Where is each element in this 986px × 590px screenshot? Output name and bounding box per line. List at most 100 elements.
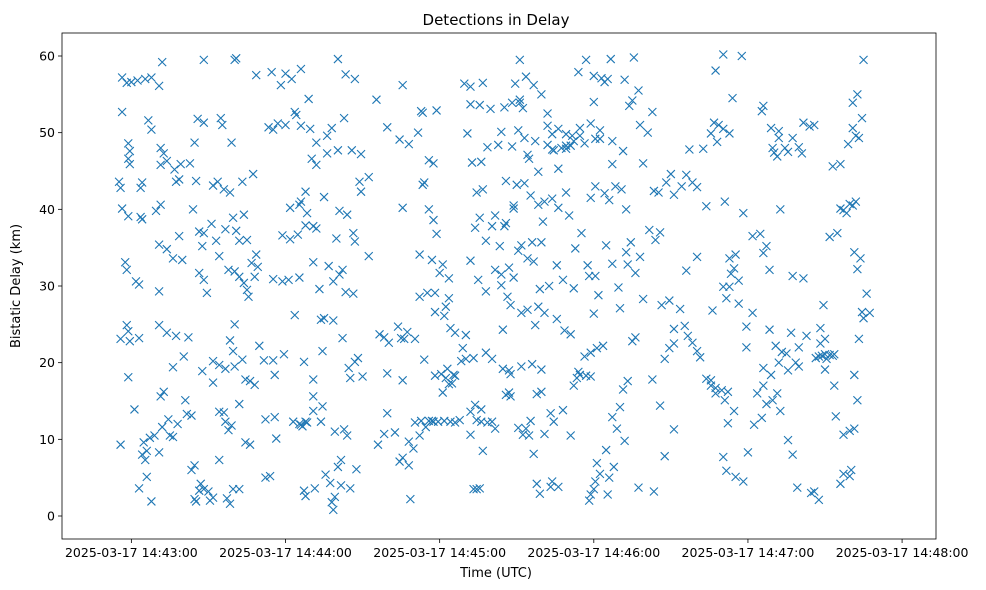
data-point xyxy=(154,447,164,457)
data-point xyxy=(133,76,142,85)
data-point xyxy=(214,251,224,261)
data-point xyxy=(583,260,593,270)
data-point xyxy=(191,497,201,506)
data-point xyxy=(546,408,556,418)
data-point xyxy=(281,120,290,130)
data-point xyxy=(194,486,204,496)
data-point xyxy=(839,430,848,440)
data-point xyxy=(242,235,252,245)
data-point xyxy=(459,79,469,88)
data-point xyxy=(247,258,256,268)
data-point xyxy=(208,181,218,190)
data-point xyxy=(296,121,306,131)
data-point xyxy=(848,98,858,108)
data-point xyxy=(680,321,690,331)
data-point xyxy=(224,425,233,435)
data-point xyxy=(530,136,540,146)
data-point xyxy=(749,420,759,430)
data-point xyxy=(156,200,166,210)
data-point xyxy=(225,336,235,345)
data-point xyxy=(503,292,512,302)
data-point xyxy=(627,336,637,346)
x-axis-label: Time (UTC) xyxy=(459,566,532,581)
data-point xyxy=(345,373,355,383)
data-point xyxy=(116,440,125,450)
data-point xyxy=(296,64,306,74)
data-point xyxy=(758,381,768,391)
data-point xyxy=(553,203,563,213)
data-point xyxy=(405,494,415,504)
data-point xyxy=(168,432,178,442)
data-point xyxy=(606,54,616,64)
data-point xyxy=(441,373,451,383)
chart-title: Detections in Delay xyxy=(423,11,570,29)
data-point xyxy=(466,430,475,440)
data-point xyxy=(137,450,147,460)
data-point xyxy=(134,333,144,343)
data-point xyxy=(623,376,633,386)
data-point xyxy=(788,133,798,143)
data-point xyxy=(607,159,617,169)
data-point xyxy=(342,431,352,440)
data-point xyxy=(242,285,252,295)
data-point xyxy=(211,236,221,246)
data-point xyxy=(533,167,543,177)
data-point xyxy=(688,338,697,348)
data-point xyxy=(466,99,475,109)
data-point xyxy=(624,101,634,111)
data-point xyxy=(358,372,367,381)
data-point xyxy=(308,406,318,416)
data-point xyxy=(584,271,594,281)
data-point xyxy=(857,113,867,123)
data-point xyxy=(156,392,166,401)
data-point xyxy=(832,228,842,238)
data-point xyxy=(516,308,526,318)
data-point xyxy=(384,338,394,348)
data-point xyxy=(350,237,360,246)
data-point xyxy=(424,155,434,165)
data-point xyxy=(241,375,250,384)
data-point xyxy=(234,236,244,246)
data-point xyxy=(651,235,660,245)
data-point xyxy=(372,95,381,105)
data-point xyxy=(620,436,630,446)
data-point xyxy=(825,232,835,242)
data-point xyxy=(162,156,172,166)
data-point xyxy=(481,236,491,246)
data-point xyxy=(794,142,804,152)
data-point xyxy=(308,257,318,267)
data-point xyxy=(757,106,767,116)
data-point xyxy=(603,490,613,499)
data-point xyxy=(775,204,785,214)
data-point xyxy=(553,164,563,174)
data-point xyxy=(758,248,768,258)
data-point xyxy=(393,322,403,332)
data-point xyxy=(513,125,523,135)
data-point xyxy=(669,190,679,200)
data-point xyxy=(285,203,295,213)
data-point xyxy=(398,80,408,90)
data-point xyxy=(219,408,229,417)
data-point xyxy=(430,307,440,317)
data-point xyxy=(432,229,441,239)
data-point xyxy=(204,487,213,496)
data-point xyxy=(390,428,400,437)
data-point xyxy=(382,122,392,132)
data-point xyxy=(196,479,206,489)
data-point xyxy=(331,234,341,243)
data-point xyxy=(598,341,608,351)
data-point xyxy=(547,477,557,486)
data-point xyxy=(507,142,517,151)
data-point xyxy=(664,296,674,305)
data-point xyxy=(296,420,306,430)
data-point xyxy=(638,294,648,304)
data-point xyxy=(493,140,503,150)
data-point xyxy=(410,334,420,344)
data-point xyxy=(261,415,270,424)
data-point xyxy=(352,464,361,474)
data-point xyxy=(515,95,525,105)
data-point xyxy=(610,181,620,191)
data-point xyxy=(552,260,562,270)
data-point xyxy=(573,67,583,77)
data-point xyxy=(765,325,774,335)
